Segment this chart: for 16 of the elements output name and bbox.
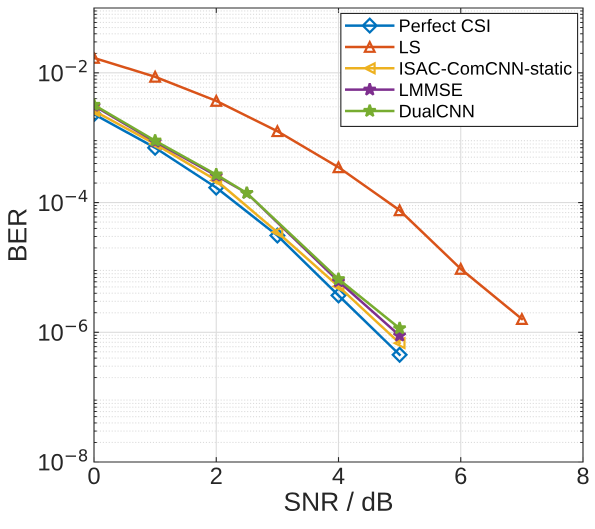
y-axis-title: BER [8, 209, 26, 260]
x-tick-label: 2 [210, 467, 222, 484]
y-tick-label: 10$^{−4}$ [39, 190, 88, 212]
legend-label: LS [400, 40, 420, 54]
x-axis-title: SNR / dB [284, 492, 392, 512]
legend-label: Perfect CSI [400, 18, 490, 32]
legend-label: DualCNN [400, 104, 474, 118]
legend-label: ISAC-ComCNN-static [400, 62, 572, 75]
y-tick-label: 10$^{−8}$ [39, 449, 88, 471]
x-tick-label: 4 [332, 468, 344, 484]
x-tick-label: 6 [455, 467, 466, 484]
y-tick-label: 10$^{−2}$ [39, 60, 87, 82]
legend-label: LMMSE [400, 83, 462, 96]
x-tick-label: 8 [577, 467, 589, 484]
y-tick-label: 10$^{−6}$ [39, 319, 88, 341]
x-tick-label: 0 [88, 467, 100, 484]
